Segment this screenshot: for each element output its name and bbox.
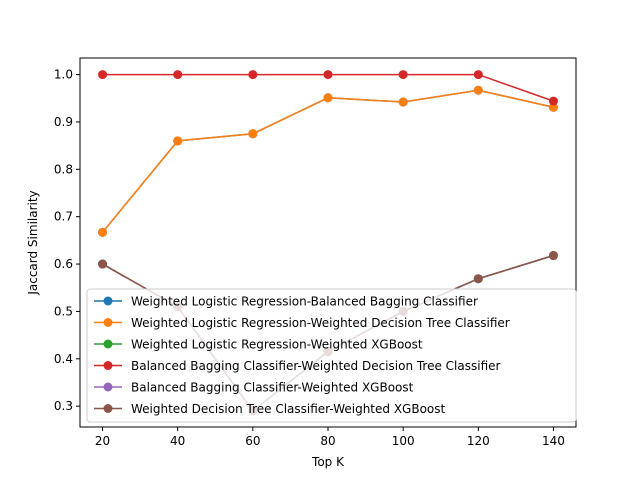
legend-label: Weighted Logistic Regression-Balanced Ba…: [131, 295, 478, 309]
data-point: [248, 129, 258, 139]
legend-item: Balanced Bagging Classifier-Weighted XGB…: [94, 381, 414, 395]
data-point: [248, 70, 258, 80]
legend-label: Weighted Logistic Regression-Weighted De…: [131, 316, 510, 330]
y-tick-label: 0.7: [54, 210, 73, 224]
data-point: [173, 70, 183, 80]
data-point: [473, 85, 483, 95]
legend-swatch-marker: [103, 339, 113, 349]
data-point: [398, 70, 408, 80]
legend-swatch-marker: [103, 404, 113, 413]
legend-swatch-marker: [103, 382, 113, 392]
data-point: [473, 274, 483, 284]
legend-item: Weighted Logistic Regression-Weighted De…: [94, 316, 510, 330]
x-tick-label: 20: [95, 434, 110, 448]
legend-label: Weighted Logistic Regression-Weighted XG…: [131, 338, 423, 352]
data-point: [548, 96, 558, 106]
x-tick-label: 80: [320, 434, 335, 448]
legend-label: Balanced Bagging Classifier-Weighted XGB…: [131, 381, 414, 395]
y-tick-label: 0.6: [54, 257, 73, 271]
x-axis-label: Top K: [311, 455, 345, 469]
data-point: [548, 251, 558, 261]
legend-item: Weighted Logistic Regression-Balanced Ba…: [94, 295, 478, 309]
y-axis-label: Jaccard Similarity: [26, 190, 40, 295]
legend-swatch-marker: [103, 296, 113, 306]
data-point: [98, 259, 108, 269]
x-tick-label: 100: [392, 434, 415, 448]
data-point: [473, 70, 483, 80]
data-point: [173, 136, 183, 146]
data-point: [323, 93, 333, 103]
legend-item: Weighted Logistic Regression-Weighted XG…: [94, 338, 423, 352]
legend-label: Weighted Decision Tree Classifier-Weight…: [131, 402, 446, 416]
x-tick-label: 40: [170, 434, 185, 448]
y-axis-ticks: 0.3 0.4 0.5 0.6 0.7 0.8 0.9 1.0: [54, 68, 80, 413]
y-tick-label: 0.4: [54, 352, 73, 366]
x-axis-ticks: 20 40 60 80 100 120 140: [95, 427, 565, 448]
y-tick-label: 0.3: [54, 399, 73, 413]
series-2: [98, 85, 558, 237]
data-point: [398, 97, 408, 107]
legend-box: [86, 288, 577, 423]
y-tick-label: 0.8: [54, 162, 73, 176]
data-point: [548, 102, 558, 112]
legend-item: Balanced Bagging Classifier-Weighted Dec…: [94, 359, 501, 373]
x-tick-label: 140: [542, 434, 565, 448]
legend-label: Balanced Bagging Classifier-Weighted Dec…: [131, 359, 501, 373]
data-point: [98, 227, 108, 237]
data-point: [98, 70, 108, 80]
x-tick-label: 60: [245, 434, 260, 448]
legend-swatch-marker: [103, 361, 113, 370]
legend-swatch-marker: [103, 318, 113, 327]
series-4: [98, 70, 558, 106]
data-point: [323, 70, 333, 80]
y-tick-label: 1.0: [54, 68, 73, 82]
legend-item: Weighted Decision Tree Classifier-Weight…: [94, 402, 446, 416]
y-tick-label: 0.5: [54, 304, 73, 318]
y-tick-label: 0.9: [54, 115, 73, 129]
legend: Weighted Logistic Regression-Balanced Ba…: [86, 288, 577, 423]
x-tick-label: 120: [467, 434, 490, 448]
